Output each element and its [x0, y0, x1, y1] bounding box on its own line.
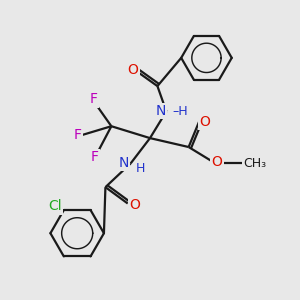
Text: CH₃: CH₃ [244, 157, 267, 170]
Text: F: F [89, 92, 98, 106]
Text: O: O [128, 63, 139, 77]
Text: N: N [156, 104, 166, 118]
Text: Cl: Cl [49, 200, 62, 214]
Text: N: N [119, 156, 129, 170]
Text: F: F [91, 150, 99, 164]
Text: O: O [212, 155, 222, 169]
Text: F: F [74, 128, 82, 142]
Text: H: H [136, 162, 146, 175]
Text: –H: –H [173, 105, 188, 118]
Text: O: O [199, 115, 210, 129]
Text: O: O [129, 198, 140, 212]
